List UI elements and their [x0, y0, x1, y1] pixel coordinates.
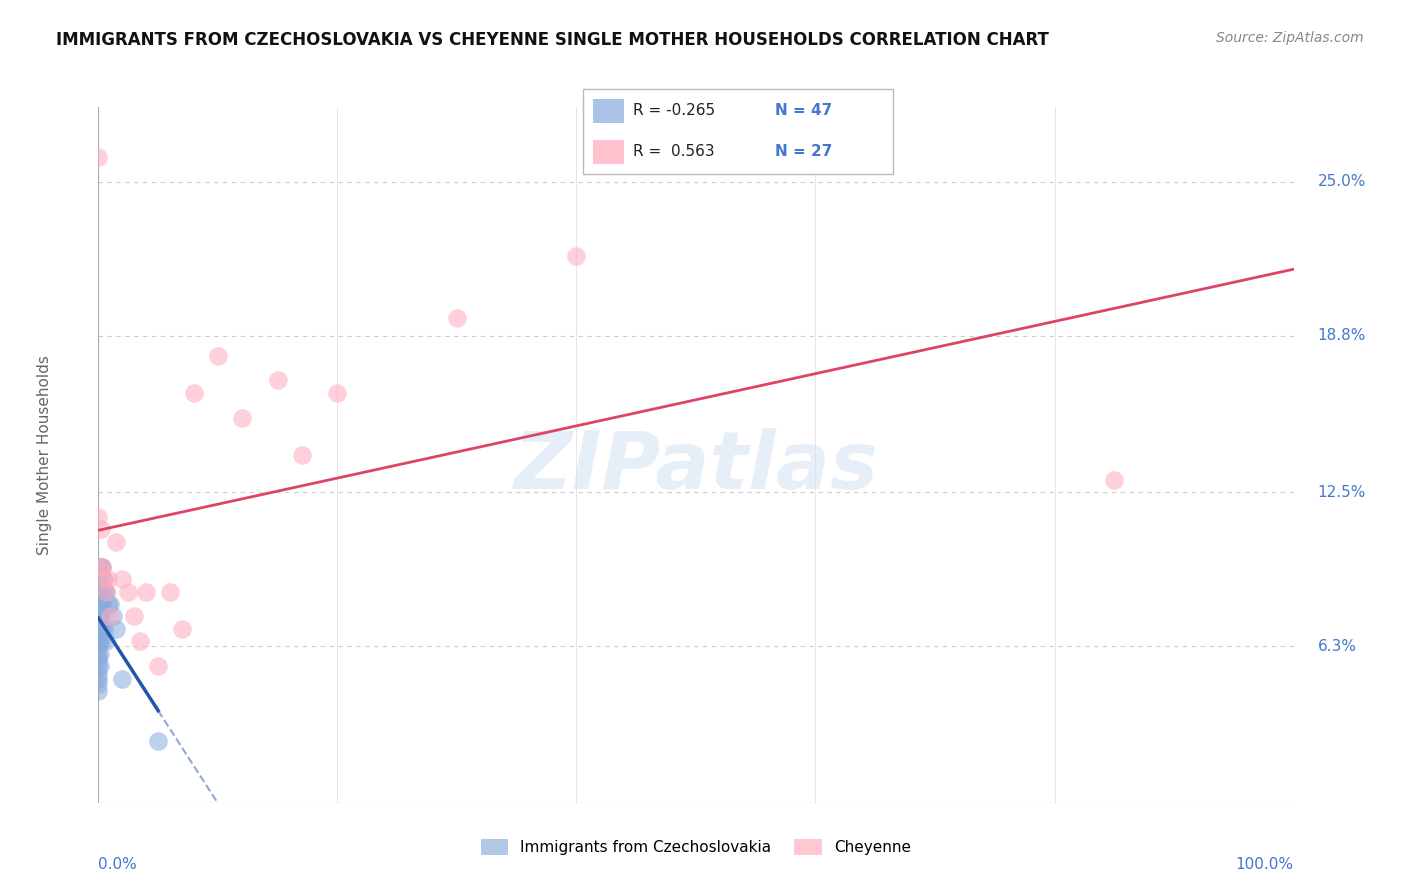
- Point: [87, 577, 110, 591]
- Point: [93, 622, 115, 636]
- Point: [97, 572, 120, 586]
- Point: [90, 609, 112, 624]
- Point: [129, 634, 152, 648]
- Point: [290, 448, 312, 462]
- Text: ZIPatlas: ZIPatlas: [513, 428, 879, 507]
- Point: [87, 684, 110, 698]
- Point: [148, 733, 170, 747]
- Point: [94, 584, 117, 599]
- Point: [89, 647, 111, 661]
- Point: [87, 627, 110, 641]
- Text: Single Mother Households: Single Mother Households: [37, 355, 52, 555]
- Text: 6.3%: 6.3%: [1317, 639, 1357, 654]
- Point: [87, 584, 110, 599]
- Point: [89, 659, 111, 673]
- Point: [87, 634, 110, 648]
- Point: [207, 349, 229, 363]
- Point: [90, 634, 112, 648]
- Text: R = -0.265: R = -0.265: [633, 103, 716, 119]
- Point: [89, 609, 111, 624]
- Point: [90, 523, 112, 537]
- FancyBboxPatch shape: [593, 99, 624, 123]
- Text: 100.0%: 100.0%: [1236, 857, 1294, 872]
- Point: [105, 535, 128, 549]
- Point: [87, 150, 110, 164]
- Point: [87, 672, 110, 686]
- Point: [89, 572, 111, 586]
- Point: [89, 584, 111, 599]
- Point: [117, 584, 139, 599]
- Point: [87, 666, 110, 681]
- Point: [231, 410, 253, 425]
- Point: [87, 615, 110, 629]
- FancyBboxPatch shape: [593, 140, 624, 164]
- Text: R =  0.563: R = 0.563: [633, 144, 714, 159]
- Point: [93, 572, 115, 586]
- Point: [87, 559, 110, 574]
- Text: 0.0%: 0.0%: [98, 857, 138, 872]
- Text: 25.0%: 25.0%: [1317, 174, 1365, 189]
- Point: [326, 385, 349, 400]
- Point: [135, 584, 157, 599]
- Point: [1102, 473, 1125, 487]
- Point: [89, 559, 111, 574]
- Point: [94, 634, 117, 648]
- Point: [91, 572, 114, 586]
- Point: [111, 672, 134, 686]
- Point: [172, 622, 194, 636]
- Point: [98, 609, 122, 624]
- Point: [565, 249, 588, 263]
- Point: [87, 647, 110, 661]
- Point: [94, 584, 117, 599]
- Point: [183, 385, 205, 400]
- Text: 18.8%: 18.8%: [1317, 328, 1365, 343]
- Point: [101, 609, 124, 624]
- Point: [97, 597, 120, 611]
- Point: [91, 559, 114, 574]
- Point: [87, 572, 110, 586]
- Point: [87, 659, 110, 673]
- Point: [87, 676, 110, 690]
- Point: [87, 602, 110, 616]
- Point: [91, 597, 114, 611]
- Text: IMMIGRANTS FROM CZECHOSLOVAKIA VS CHEYENNE SINGLE MOTHER HOUSEHOLDS CORRELATION : IMMIGRANTS FROM CZECHOSLOVAKIA VS CHEYEN…: [56, 31, 1049, 49]
- Legend: Immigrants from Czechoslovakia, Cheyenne: Immigrants from Czechoslovakia, Cheyenne: [475, 833, 917, 862]
- Point: [87, 616, 110, 631]
- Text: Source: ZipAtlas.com: Source: ZipAtlas.com: [1216, 31, 1364, 45]
- Point: [87, 622, 110, 636]
- Point: [90, 597, 112, 611]
- Point: [267, 373, 290, 387]
- Point: [91, 622, 114, 636]
- Point: [93, 584, 115, 599]
- Point: [87, 651, 110, 665]
- Point: [87, 597, 110, 611]
- Point: [87, 609, 110, 624]
- Point: [159, 584, 181, 599]
- Text: N = 27: N = 27: [775, 144, 832, 159]
- Point: [89, 597, 111, 611]
- Point: [90, 559, 112, 574]
- Point: [89, 634, 111, 648]
- Point: [124, 609, 146, 624]
- Point: [111, 572, 134, 586]
- Point: [105, 622, 128, 636]
- Point: [87, 510, 110, 524]
- Point: [90, 584, 112, 599]
- Point: [87, 639, 110, 653]
- Point: [148, 659, 170, 673]
- Point: [91, 559, 114, 574]
- Point: [89, 622, 111, 636]
- FancyBboxPatch shape: [583, 89, 893, 174]
- Text: N = 47: N = 47: [775, 103, 832, 119]
- Point: [98, 597, 122, 611]
- Point: [446, 311, 468, 326]
- Text: 12.5%: 12.5%: [1317, 484, 1365, 500]
